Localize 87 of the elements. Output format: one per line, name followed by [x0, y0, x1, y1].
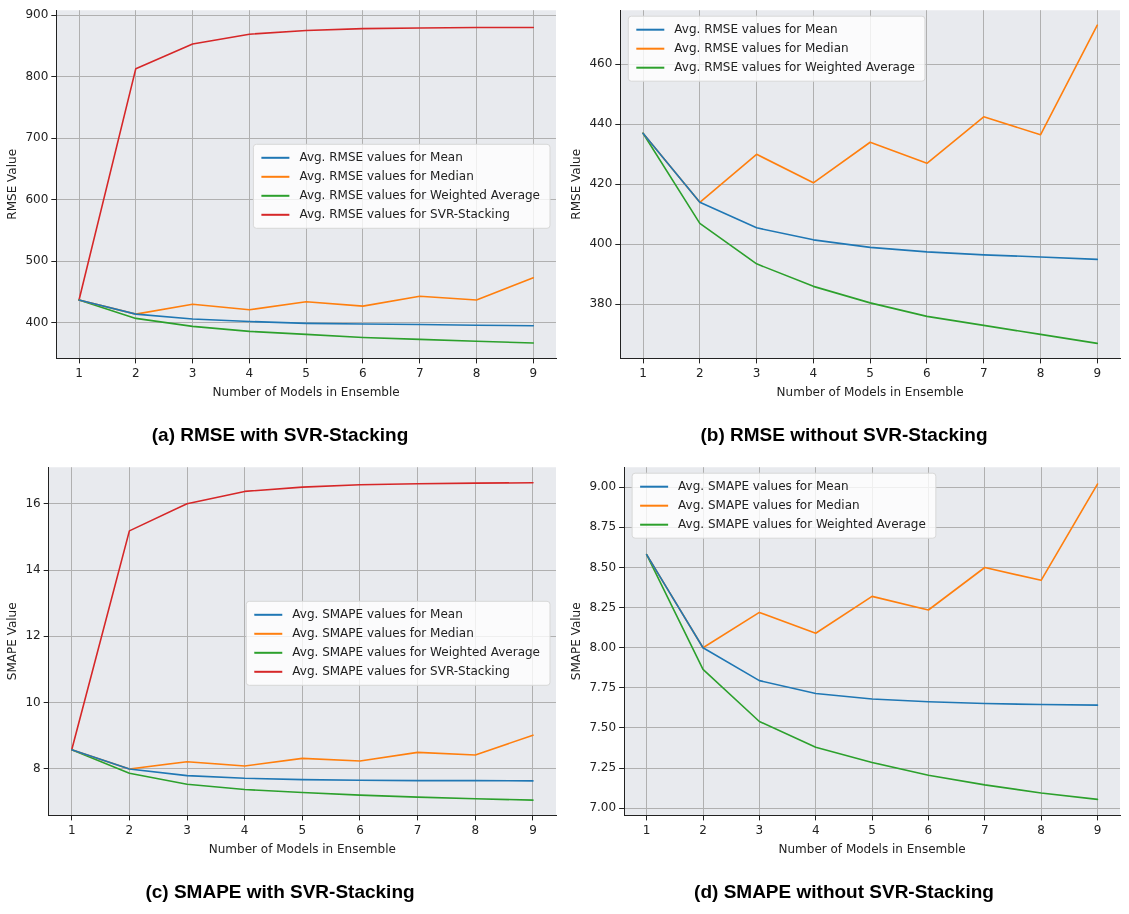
x-tick-label: 7 [979, 365, 988, 380]
x-tick-label: 8 [471, 822, 480, 837]
legend-label: Avg. SMAPE values for Weighted Average [678, 516, 926, 531]
x-axis-title: Number of Models in Ensemble [776, 385, 964, 400]
x-tick-label: 3 [188, 365, 197, 380]
x-tick-label: 2 [125, 822, 134, 837]
y-tick-label: 900 [25, 7, 49, 22]
text: (b) RMSE without SVR-Stacking [700, 423, 988, 445]
x-tick-label: 5 [298, 822, 307, 837]
x-tick-label: 5 [866, 365, 874, 380]
text: (c) SMAPE with SVR-Stacking [145, 880, 415, 902]
x-tick-label: 1 [75, 365, 83, 380]
y-tick-label: 16 [25, 495, 41, 510]
x-tick-label: 2 [699, 822, 707, 837]
y-axis-title: RMSE Value [569, 148, 584, 220]
legend-label: Avg. RMSE values for Weighted Average [674, 59, 915, 74]
y-tick-label: 10 [25, 694, 41, 709]
y-tick-label: 8.50 [589, 559, 617, 574]
x-tick-label: 6 [356, 822, 364, 837]
y-axis-title: SMAPE Value [569, 602, 584, 681]
x-tick-label: 1 [642, 822, 651, 837]
y-tick-label: 400 [589, 236, 613, 251]
y-tick-label: 500 [25, 253, 49, 268]
text: (d) SMAPE without SVR-Stacking [694, 880, 994, 902]
legend-label: Avg. SMAPE values for Median [292, 625, 474, 640]
x-tick-label: 9 [529, 365, 538, 380]
y-tick-label: 440 [589, 116, 613, 131]
x-axis-title: Number of Models in Ensemble [208, 842, 396, 857]
x-tick-label: 4 [811, 822, 820, 837]
legend-label: Avg. SMAPE values for Weighted Average [292, 644, 541, 659]
x-tick-label: 4 [809, 365, 818, 380]
x-tick-label: 1 [67, 822, 76, 837]
x-tick-label: 6 [924, 822, 933, 837]
x-tick-label: 9 [529, 822, 537, 837]
y-tick-label: 7.25 [589, 760, 617, 775]
legend-label: Avg. RMSE values for Weighted Average [299, 187, 541, 202]
x-tick-label: 5 [302, 365, 310, 380]
y-tick-label: 9.00 [589, 479, 617, 494]
x-tick-label: 4 [240, 822, 249, 837]
y-tick-label: 7.75 [589, 679, 617, 694]
y-tick-label: 8 [33, 761, 41, 776]
legend-label: Avg. RMSE values for Mean [299, 149, 463, 164]
y-tick-label: 8.25 [589, 599, 617, 614]
legend-label: Avg. RMSE values for Mean [674, 21, 838, 36]
x-tick-label: 8 [1036, 365, 1045, 380]
x-tick-label: 9 [1093, 365, 1102, 380]
y-tick-label: 800 [25, 68, 49, 83]
y-tick-label: 600 [25, 191, 49, 206]
x-tick-label: 2 [695, 365, 704, 380]
x-tick-label: 9 [1093, 822, 1102, 837]
x-tick-label: 6 [359, 365, 367, 380]
x-tick-label: 4 [245, 365, 254, 380]
legend-label: Avg. SMAPE values for Mean [678, 478, 849, 493]
legend-label: Avg. SMAPE values for SVR-Stacking [292, 663, 510, 678]
x-tick-label: 7 [980, 822, 989, 837]
x-axis-title: Number of Models in Ensemble [212, 385, 400, 400]
x-tick-label: 7 [413, 822, 422, 837]
legend-label: Avg. RMSE values for Median [299, 168, 474, 183]
y-tick-label: 12 [25, 628, 41, 643]
x-tick-label: 5 [868, 822, 876, 837]
legend-label: Avg. RMSE values for Median [674, 40, 849, 55]
y-axis-title: SMAPE Value [5, 602, 20, 681]
legend-label: Avg. SMAPE values for Mean [292, 606, 463, 621]
x-tick-label: 6 [923, 365, 931, 380]
legend-label: Avg. RMSE values for SVR-Stacking [299, 206, 510, 221]
y-axis-title: RMSE Value [5, 148, 20, 220]
y-tick-label: 380 [589, 296, 613, 311]
x-tick-label: 8 [1037, 822, 1045, 837]
text: (a) RMSE with SVR-Stacking [151, 423, 409, 445]
x-tick-label: 3 [755, 822, 764, 837]
y-tick-label: 14 [25, 562, 41, 577]
y-tick-label: 8.00 [589, 639, 617, 654]
x-tick-label: 8 [472, 365, 481, 380]
x-tick-label: 7 [415, 365, 424, 380]
legend-label: Avg. SMAPE values for Median [678, 497, 860, 512]
y-tick-label: 460 [589, 56, 613, 71]
y-tick-label: 700 [25, 130, 49, 145]
x-tick-label: 3 [752, 365, 761, 380]
x-tick-label: 3 [183, 822, 191, 837]
y-tick-label: 420 [589, 176, 613, 191]
y-tick-label: 7.50 [589, 720, 617, 735]
y-tick-label: 8.75 [589, 519, 617, 534]
y-tick-label: 400 [25, 314, 49, 329]
x-tick-label: 1 [639, 365, 647, 380]
x-tick-label: 2 [131, 365, 140, 380]
y-tick-label: 7.00 [589, 800, 617, 815]
x-axis-title: Number of Models in Ensemble [778, 842, 966, 857]
